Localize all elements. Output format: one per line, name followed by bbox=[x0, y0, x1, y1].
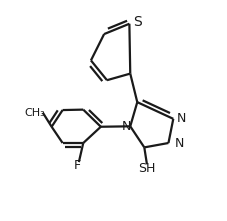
Text: N: N bbox=[174, 137, 183, 150]
Text: F: F bbox=[73, 159, 80, 172]
Text: CH₃: CH₃ bbox=[25, 108, 45, 118]
Text: N: N bbox=[176, 112, 185, 125]
Text: SH: SH bbox=[138, 162, 155, 175]
Text: S: S bbox=[133, 15, 141, 29]
Text: N: N bbox=[121, 120, 130, 133]
